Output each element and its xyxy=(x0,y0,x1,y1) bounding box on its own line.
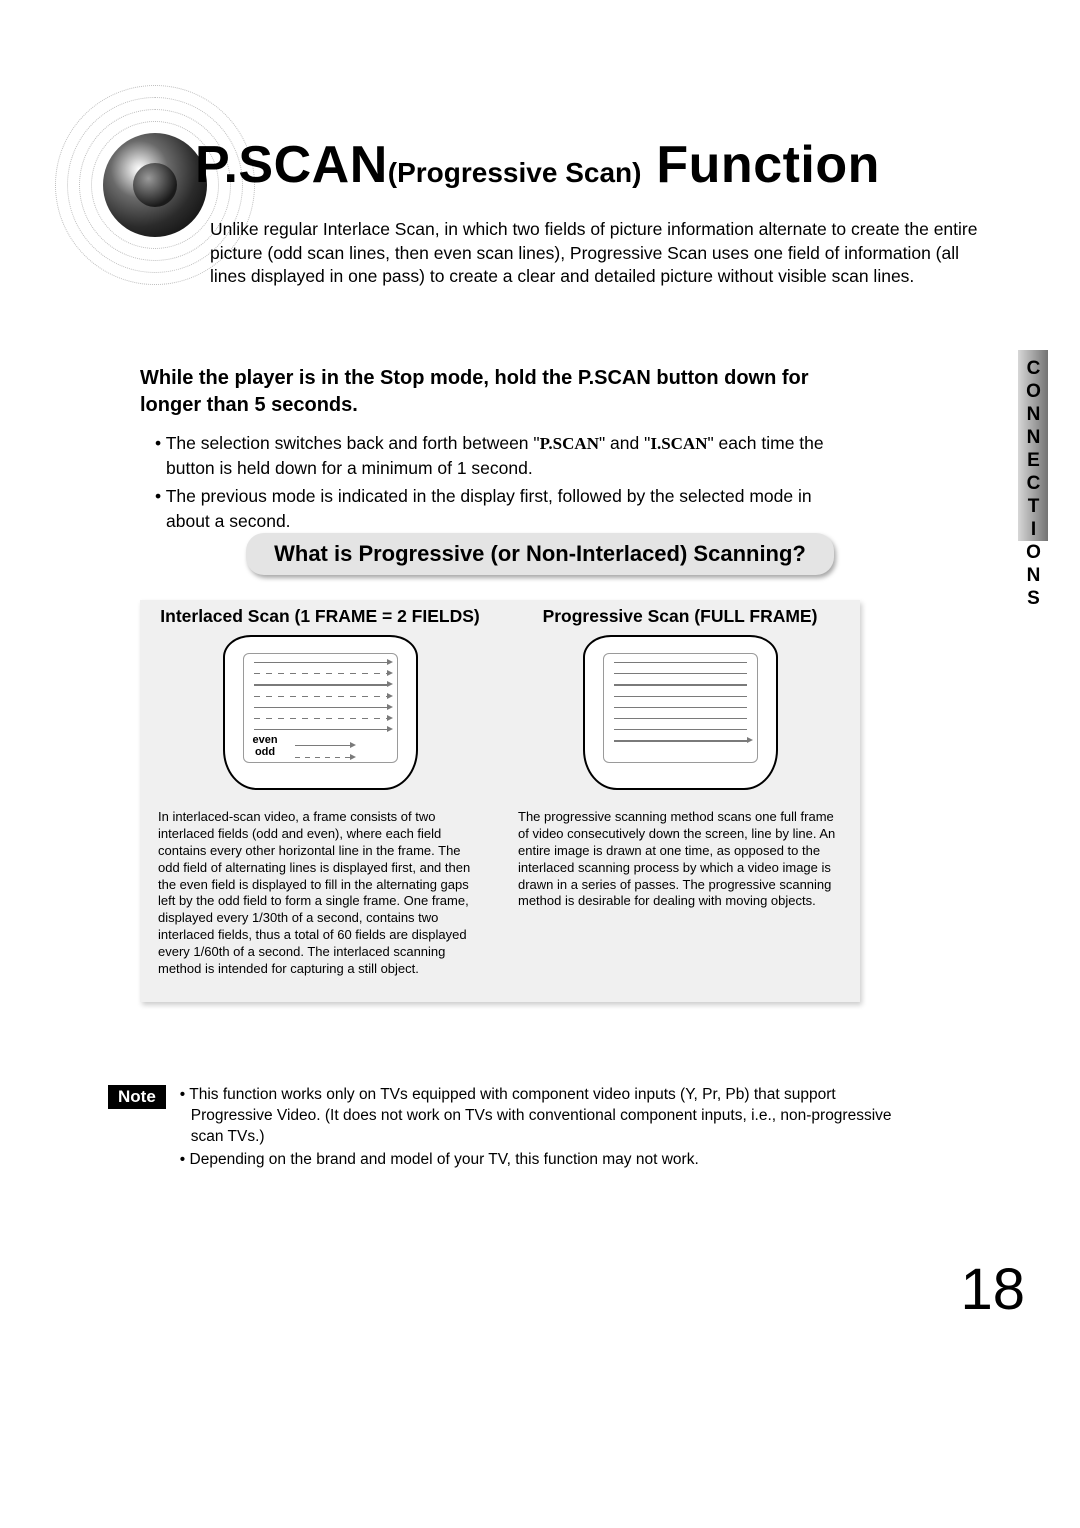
scan-line xyxy=(614,718,747,719)
scan-line xyxy=(614,673,747,674)
section-pill: What is Progressive (or Non-Interlaced) … xyxy=(246,533,834,575)
side-tab-connections: CONNECTIONS xyxy=(1018,350,1048,541)
scan-line-dashed xyxy=(254,696,387,697)
legend-solid-line xyxy=(295,745,350,746)
note-bullet-2: Depending on the brand and model of your… xyxy=(180,1150,908,1171)
scan-line-arrow xyxy=(614,740,747,741)
scan-line xyxy=(614,696,747,697)
even-odd-label: even odd xyxy=(253,734,278,758)
section-pill-wrap: What is Progressive (or Non-Interlaced) … xyxy=(0,533,1080,575)
compare-box: Interlaced Scan (1 FRAME = 2 FIELDS) xyxy=(140,600,860,1002)
scan-line xyxy=(614,729,747,730)
scan-line xyxy=(614,684,747,685)
note-row: Note This function works only on TVs equ… xyxy=(108,1085,908,1173)
progressive-heading: Progressive Scan (FULL FRAME) xyxy=(518,606,842,627)
progressive-tv xyxy=(583,635,778,790)
scan-line-dashed xyxy=(254,718,387,719)
b1-iscan: I.SCAN xyxy=(650,434,707,453)
scan-line xyxy=(614,707,747,708)
scan-line-dashed xyxy=(254,673,387,674)
note-bullet-1: This function works only on TVs equipped… xyxy=(180,1085,908,1148)
compare-col-progressive: Progressive Scan (FULL FRAME) xyxy=(500,606,860,978)
interlaced-tv: even odd xyxy=(223,635,418,790)
scan-line xyxy=(254,662,387,663)
page-title: P.SCAN(Progressive Scan) Function xyxy=(195,135,880,195)
interlaced-tv-wrap: even odd xyxy=(158,635,482,795)
compare-col-interlaced: Interlaced Scan (1 FRAME = 2 FIELDS) xyxy=(140,606,500,978)
progressive-screen xyxy=(603,653,758,763)
page-root: P.SCAN(Progressive Scan) Function Unlike… xyxy=(0,0,1080,1528)
instructions-lead: While the player is in the Stop mode, ho… xyxy=(140,365,860,419)
progressive-tv-wrap xyxy=(518,635,842,795)
odd-label: odd xyxy=(253,746,278,758)
interlaced-body: In interlaced-scan video, a frame consis… xyxy=(158,809,482,978)
progressive-body: The progressive scanning method scans on… xyxy=(518,809,842,910)
legend-dashed-line xyxy=(295,757,350,758)
instructions-bullet-1: The selection switches back and forth be… xyxy=(155,431,860,480)
instructions-list: The selection switches back and forth be… xyxy=(140,431,860,533)
note-badge: Note xyxy=(108,1085,166,1109)
title-subtitle: (Progressive Scan) xyxy=(388,157,642,188)
interlaced-heading: Interlaced Scan (1 FRAME = 2 FIELDS) xyxy=(158,606,482,627)
intro-paragraph: Unlike regular Interlace Scan, in which … xyxy=(210,218,995,289)
scan-line xyxy=(254,729,387,730)
even-label: even xyxy=(253,734,278,746)
b1-pscan: P.SCAN xyxy=(540,434,599,453)
instructions-block: While the player is in the Stop mode, ho… xyxy=(140,365,860,537)
b1-prefix: The selection switches back and forth be… xyxy=(166,433,540,453)
title-part1: P.SCAN xyxy=(195,136,388,194)
instructions-bullet-2: The previous mode is indicated in the di… xyxy=(155,484,860,533)
title-part2: Function xyxy=(641,136,879,194)
compare-columns: Interlaced Scan (1 FRAME = 2 FIELDS) xyxy=(140,606,860,978)
b1-mid: " and " xyxy=(599,433,650,453)
scan-line xyxy=(614,662,747,663)
page-number: 18 xyxy=(960,1256,1025,1323)
note-body: This function works only on TVs equipped… xyxy=(180,1085,908,1173)
speaker-center xyxy=(133,163,177,207)
scan-line xyxy=(254,684,387,685)
scan-line xyxy=(254,707,387,708)
